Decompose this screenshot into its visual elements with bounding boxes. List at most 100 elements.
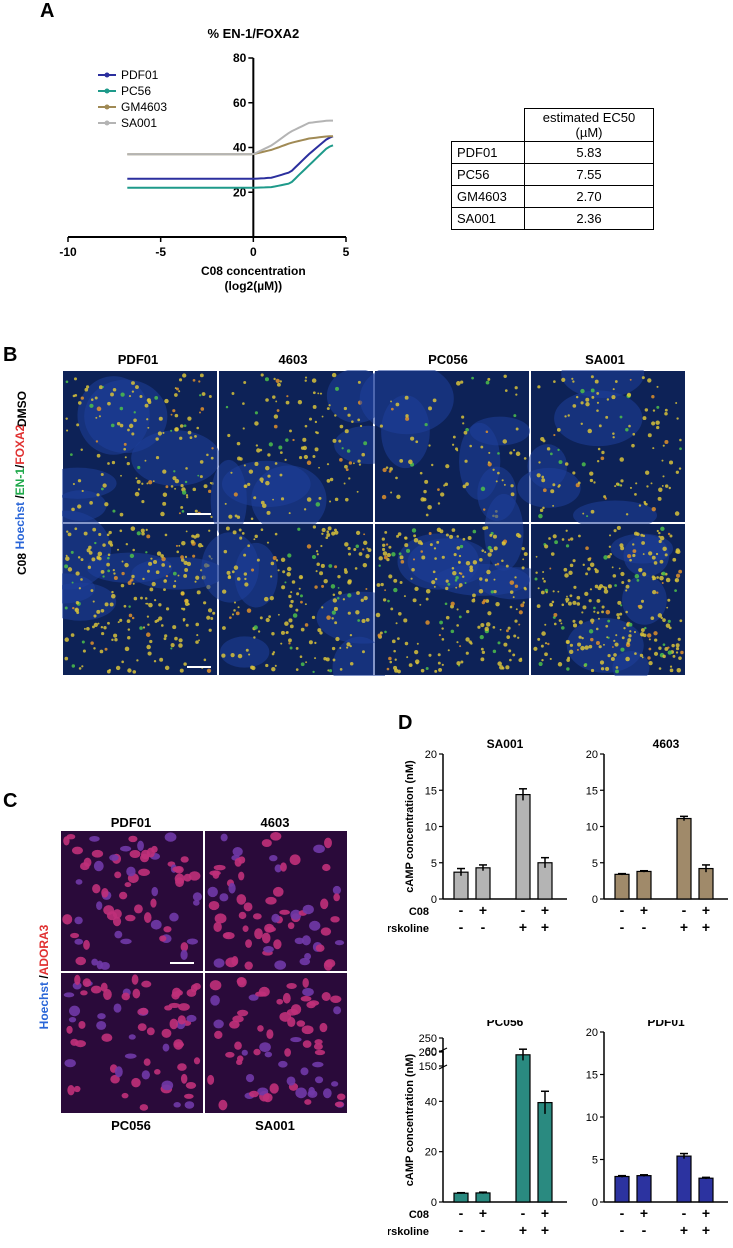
cell-signal bbox=[464, 581, 467, 584]
cell-signal bbox=[668, 486, 671, 490]
cell-signal bbox=[102, 386, 104, 388]
cell-signal bbox=[160, 554, 164, 558]
cell-signal bbox=[646, 485, 649, 488]
c08-sign: + bbox=[702, 902, 710, 918]
cell-signal bbox=[131, 616, 135, 620]
cell-signal bbox=[456, 535, 459, 538]
cell-signal bbox=[288, 594, 292, 599]
cell-signal bbox=[652, 578, 655, 581]
cell-signal bbox=[580, 645, 585, 651]
cell-signal bbox=[274, 532, 278, 536]
cell-signal bbox=[377, 633, 382, 638]
cell-signal bbox=[449, 534, 454, 539]
cell-signal bbox=[456, 641, 459, 644]
cell-signal bbox=[501, 559, 504, 563]
cell-signal bbox=[146, 615, 150, 618]
cell-signal bbox=[289, 646, 293, 650]
cell-signal bbox=[460, 380, 464, 384]
cell-signal bbox=[492, 534, 497, 539]
cell-signal bbox=[544, 544, 549, 549]
cell-signal bbox=[230, 471, 233, 474]
cell-signal bbox=[387, 599, 390, 603]
cell-signal bbox=[675, 573, 681, 578]
cell-signal bbox=[434, 557, 437, 560]
y-tick-label: 40 bbox=[425, 1096, 437, 1108]
cell-signal bbox=[611, 395, 616, 400]
cell-signal bbox=[456, 608, 459, 611]
cell-signal bbox=[148, 561, 153, 566]
panel-c-bottom-label: SA001 bbox=[255, 1118, 295, 1133]
cell-signal bbox=[589, 562, 595, 567]
cell-signal bbox=[112, 387, 117, 392]
cell-signal bbox=[195, 533, 200, 538]
cell-signal bbox=[520, 603, 525, 608]
cell-signal bbox=[242, 427, 245, 430]
cell-signal bbox=[94, 541, 97, 545]
cell-signal bbox=[96, 453, 101, 458]
cell-nucleus bbox=[132, 988, 141, 999]
cell-signal bbox=[111, 593, 116, 599]
cell-signal bbox=[150, 557, 153, 560]
cell-signal bbox=[208, 529, 211, 532]
cell-signal bbox=[170, 429, 173, 432]
cell-signal bbox=[558, 619, 562, 622]
cell-signal bbox=[296, 592, 300, 596]
cell-signal bbox=[553, 612, 558, 617]
cell-signal bbox=[347, 611, 351, 615]
bar bbox=[537, 862, 553, 900]
legend-label: SA001 bbox=[121, 116, 157, 130]
cell-signal bbox=[427, 505, 432, 510]
cell-signal bbox=[277, 569, 280, 572]
cell-signal bbox=[317, 392, 320, 395]
cell-signal bbox=[671, 643, 675, 648]
cell-signal bbox=[189, 436, 193, 440]
cell-signal bbox=[357, 380, 361, 384]
cell-signal bbox=[243, 572, 248, 576]
cell-signal bbox=[316, 553, 319, 556]
scale-bar bbox=[187, 513, 211, 515]
cell-signal bbox=[567, 601, 572, 606]
cell-nucleus bbox=[180, 1073, 188, 1084]
cell-nucleus bbox=[214, 1030, 223, 1040]
cell-signal bbox=[203, 484, 208, 489]
cell-signal bbox=[128, 423, 134, 429]
cell-signal bbox=[344, 570, 348, 574]
cell-signal bbox=[596, 611, 600, 614]
cell-signal bbox=[552, 534, 557, 539]
cell-signal bbox=[656, 591, 659, 594]
cell-signal bbox=[565, 529, 568, 532]
cell-signal bbox=[335, 636, 340, 642]
cell-signal bbox=[648, 551, 653, 556]
cell-signal bbox=[335, 386, 339, 391]
cell-signal bbox=[137, 465, 141, 470]
cell-signal bbox=[568, 649, 574, 655]
cell-signal bbox=[174, 413, 179, 418]
cell-nucleus bbox=[68, 1016, 77, 1023]
cell-signal bbox=[306, 460, 312, 466]
cell-signal bbox=[194, 434, 197, 438]
cell-signal bbox=[582, 605, 587, 610]
cell-signal bbox=[434, 669, 438, 673]
cell-signal bbox=[665, 577, 671, 583]
cell-nucleus bbox=[261, 932, 271, 944]
cell-signal bbox=[668, 626, 672, 630]
cell-signal bbox=[185, 530, 188, 533]
cell-nucleus bbox=[289, 854, 301, 866]
cell-signal bbox=[541, 475, 545, 479]
cell-signal bbox=[552, 504, 555, 507]
cell-signal bbox=[148, 602, 153, 608]
cell-nucleus bbox=[269, 854, 278, 862]
cell-signal bbox=[77, 504, 82, 509]
cell-signal bbox=[590, 668, 595, 673]
cell-signal bbox=[239, 536, 243, 540]
cell-signal bbox=[292, 438, 295, 442]
cell-signal bbox=[676, 417, 679, 420]
cell-signal bbox=[284, 581, 287, 584]
cell-nucleus bbox=[272, 886, 284, 897]
cell-signal bbox=[192, 487, 197, 492]
cell-signal bbox=[640, 628, 645, 633]
cell-signal bbox=[338, 591, 342, 595]
cell-signal bbox=[72, 606, 75, 610]
cell-signal bbox=[514, 619, 518, 623]
y-tick-label: 20 bbox=[586, 749, 598, 761]
